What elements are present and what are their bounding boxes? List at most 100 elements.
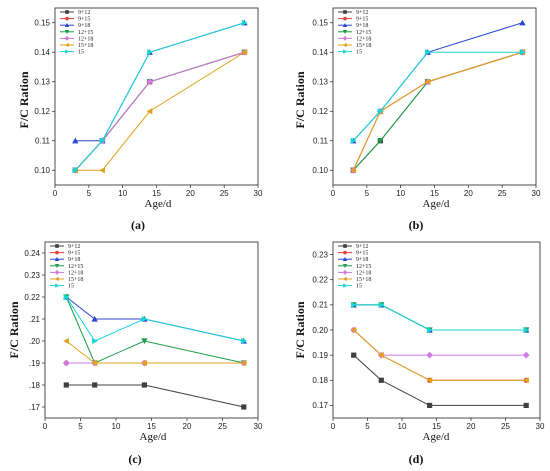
data-point [523, 326, 530, 334]
legend-marker [54, 270, 60, 275]
data-point [351, 352, 357, 358]
series-line [74, 51, 245, 171]
legend-marker [342, 36, 348, 41]
x-axis-label: Age/d [145, 198, 172, 210]
panel-label: (c) [128, 452, 141, 466]
legend-marker [343, 250, 347, 255]
legend-marker [342, 276, 347, 282]
panel-label: (a) [131, 218, 145, 232]
series-line [65, 296, 244, 364]
data-point [378, 377, 384, 383]
data-point [63, 337, 69, 345]
series-15 [72, 19, 248, 174]
legend-marker [343, 16, 347, 21]
legend-label: 15+18 [68, 277, 83, 283]
series-9-12 [350, 49, 526, 173]
y-tick-label: .20 [29, 337, 41, 346]
data-point [351, 301, 357, 308]
legend-label: 12+18 [78, 36, 93, 42]
legend-label: 9+18 [68, 257, 80, 263]
legend-label: 9+15 [356, 251, 368, 257]
legend-label: 12+15 [356, 264, 371, 270]
legend-label: 12+15 [356, 30, 371, 36]
x-tick-label: 30 [532, 189, 541, 198]
y-axis-label: F/C Ration [293, 71, 307, 128]
series-line [353, 304, 527, 331]
legend-label: 15 [356, 284, 362, 290]
series-line [353, 304, 527, 331]
series-15-18 [350, 326, 529, 384]
data-point [378, 301, 385, 308]
series-9-12 [63, 382, 247, 410]
legend-marker [342, 42, 347, 48]
y-tick-label: 0.23 [24, 271, 40, 280]
data-point [146, 78, 154, 86]
data-point [426, 377, 433, 384]
data-point [350, 137, 357, 144]
data-point [427, 402, 433, 409]
data-point [241, 404, 247, 410]
x-tick-label: 15 [430, 189, 439, 198]
x-tick-label: 20 [467, 422, 476, 431]
legend-marker [64, 29, 70, 34]
data-point [99, 137, 106, 144]
legend-label: 9+12 [68, 244, 80, 250]
x-tick-label: 10 [118, 189, 127, 198]
series-12-15 [350, 49, 526, 174]
x-tick-label: 15 [147, 422, 156, 431]
legend-marker [64, 23, 70, 28]
y-tick-label: 0.14 [312, 48, 328, 57]
x-tick-label: 15 [432, 422, 441, 431]
legend-marker [342, 29, 348, 34]
x-tick-label: 15 [152, 189, 161, 198]
x-tick-label: 25 [501, 422, 510, 431]
series-line [74, 51, 245, 171]
y-tick-label: 0.11 [313, 137, 329, 146]
data-point [522, 351, 530, 359]
data-point [99, 167, 105, 174]
series-line [66, 384, 244, 408]
x-tick-label: 25 [218, 422, 227, 431]
series-12-15 [72, 49, 248, 174]
data-point [92, 337, 98, 345]
legend-marker [64, 42, 69, 48]
series-9-18 [350, 19, 526, 144]
y-tick-label: 0.15 [34, 19, 50, 28]
data-point [519, 19, 526, 26]
x-tick-label: 20 [186, 189, 195, 198]
legend-label: 9+15 [356, 17, 368, 23]
x-tick-label: 25 [220, 189, 229, 198]
y-tick-label: .17 [29, 403, 41, 412]
x-tick-label: 0 [43, 422, 48, 431]
legend-label: 12+15 [78, 30, 93, 36]
data-point [92, 382, 98, 388]
legend-marker [55, 283, 60, 288]
data-point [425, 49, 431, 56]
series-12-18 [349, 48, 526, 174]
legend-label: 15+18 [356, 43, 371, 49]
series-15 [350, 49, 526, 144]
y-tick-label: 0.10 [34, 166, 50, 175]
series-line [75, 22, 245, 142]
legend-label: 12+15 [68, 264, 83, 270]
legend-marker [55, 244, 59, 248]
data-point [523, 377, 529, 384]
legend-label: 15 [356, 50, 362, 56]
series-line [65, 296, 244, 342]
series-line [352, 22, 523, 142]
legend-marker [54, 276, 59, 282]
x-tick-label: 5 [78, 422, 83, 431]
panel-c: 0 5 10 15 20 25 30 .17 .18 .19 .20 .21 0.22 0.23 0.24 A… [7, 241, 263, 466]
x-tick-label: 0 [53, 189, 58, 198]
series-line [74, 51, 245, 171]
legend-marker [54, 257, 60, 262]
legend-label: 15+18 [78, 43, 93, 49]
y-tick-label: 0.12 [312, 107, 328, 116]
x-tick-label: 10 [398, 422, 407, 431]
legend-marker [343, 49, 348, 54]
data-point [377, 138, 384, 144]
series-9-15 [350, 49, 526, 173]
panel-a: 0 5 10 15 20 25 30 0.10 0.11 0.12 0.13 0.14 0.15 Age/… [17, 7, 263, 232]
